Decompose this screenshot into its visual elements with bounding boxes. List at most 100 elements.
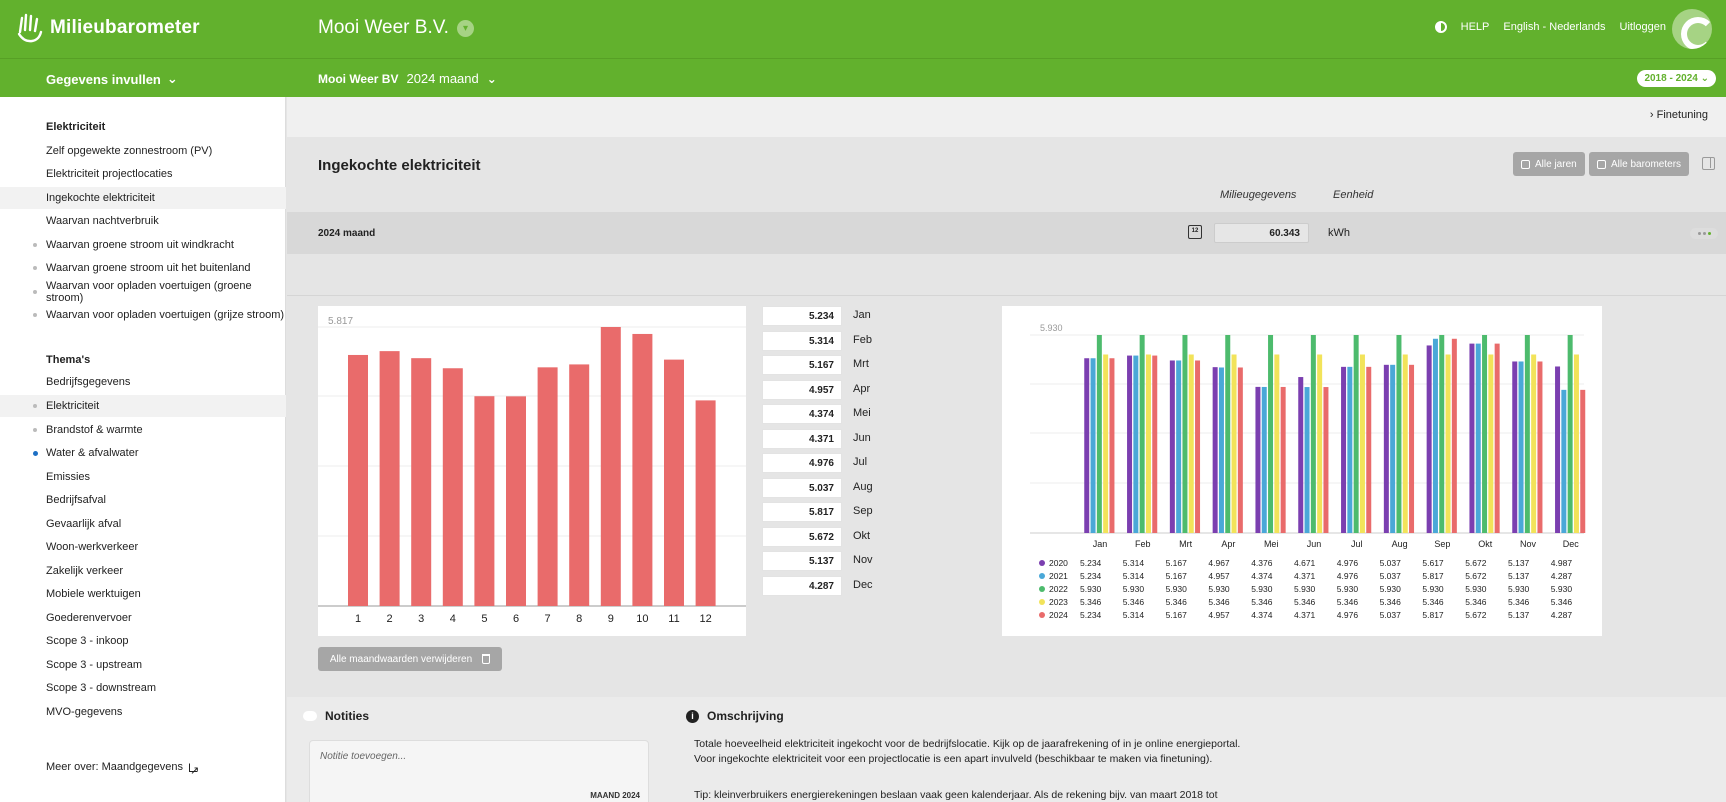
- bar[interactable]: [1169, 360, 1175, 533]
- sidebar-item-elektriciteit[interactable]: Elektriciteit: [0, 395, 286, 417]
- bar[interactable]: [1396, 335, 1402, 533]
- period-selector[interactable]: Mooi Weer BV 2024 maand ⌄: [318, 71, 497, 86]
- logout-link[interactable]: Uitloggen: [1619, 21, 1666, 33]
- all-years-button[interactable]: Alle jaren: [1513, 152, 1585, 176]
- month-value-field[interactable]: 4.371: [762, 428, 842, 449]
- bar[interactable]: [1323, 387, 1329, 533]
- bar[interactable]: [1310, 335, 1316, 533]
- bar[interactable]: [1195, 360, 1201, 533]
- checkbox[interactable]: [1521, 159, 1530, 169]
- bar[interactable]: [1231, 354, 1237, 533]
- sidebar-item-bedrijfsafval[interactable]: Bedrijfsafval: [0, 489, 286, 511]
- bar[interactable]: [1567, 335, 1573, 533]
- bar[interactable]: [632, 333, 653, 606]
- bar[interactable]: [348, 354, 368, 606]
- bar[interactable]: [1518, 361, 1524, 533]
- sidebar-item-scope3-downstream[interactable]: Scope 3 - downstream: [0, 677, 286, 699]
- language-switch[interactable]: English - Nederlands: [1503, 21, 1606, 33]
- sidebar-item-opladen-groen[interactable]: Waarvan voor opladen voertuigen (groene …: [0, 280, 286, 304]
- delete-month-values-button[interactable]: Alle maandwaarden verwijderen: [318, 647, 502, 671]
- bar[interactable]: [1304, 387, 1310, 533]
- month-value-field[interactable]: 5.314: [762, 330, 842, 351]
- bar[interactable]: [1280, 386, 1286, 533]
- bar[interactable]: [506, 396, 526, 606]
- sidebar-item-scope3-upstream[interactable]: Scope 3 - upstream: [0, 654, 286, 676]
- bar[interactable]: [1261, 386, 1267, 533]
- sidebar-item-gevaarlijk-afval[interactable]: Gevaarlijk afval: [0, 513, 286, 535]
- sidebar-item-brandstof[interactable]: Brandstof & warmte: [0, 419, 286, 441]
- meer-over-link[interactable]: Meer over: Maandgegevens ↗: [46, 761, 199, 777]
- bar[interactable]: [1090, 358, 1096, 533]
- avatar[interactable]: [1672, 9, 1712, 49]
- bar[interactable]: [1096, 335, 1102, 533]
- bar[interactable]: [1225, 335, 1231, 533]
- bar[interactable]: [1353, 335, 1359, 533]
- bar[interactable]: [695, 400, 716, 606]
- bar[interactable]: [1555, 366, 1561, 533]
- sidebar-item-emissies[interactable]: Emissies: [0, 466, 286, 488]
- bar[interactable]: [1512, 361, 1518, 533]
- sidebar-item-goederenvervoer[interactable]: Goederenvervoer: [0, 607, 286, 629]
- bar[interactable]: [474, 396, 495, 606]
- bar[interactable]: [1212, 367, 1218, 533]
- bar[interactable]: [1298, 377, 1304, 533]
- total-value-field[interactable]: 60.343: [1214, 223, 1309, 243]
- sidebar-item-ingekochte-elektriciteit[interactable]: Ingekochte elektriciteit: [0, 187, 286, 209]
- bar[interactable]: [1524, 335, 1530, 533]
- bar[interactable]: [411, 358, 432, 606]
- month-value-field[interactable]: 4.976: [762, 453, 842, 473]
- bar[interactable]: [600, 327, 621, 606]
- finetuning-link[interactable]: › Finetuning: [1649, 109, 1708, 121]
- bar[interactable]: [1152, 355, 1158, 533]
- app-logo[interactable]: Milieubarometer: [16, 12, 200, 44]
- bar[interactable]: [1482, 335, 1488, 533]
- bar[interactable]: [1347, 366, 1353, 533]
- bar[interactable]: [664, 359, 684, 606]
- year-range-selector[interactable]: 2018 - 2024 ⌄: [1637, 70, 1716, 87]
- bar[interactable]: [1237, 367, 1243, 533]
- bar[interactable]: [1109, 358, 1115, 533]
- bar[interactable]: [1274, 354, 1280, 533]
- sidebar-item-scope3-inkoop[interactable]: Scope 3 - inkoop: [0, 630, 286, 652]
- bar[interactable]: [1176, 360, 1182, 533]
- sidebar-item-woon-werkverkeer[interactable]: Woon-werkverkeer: [0, 536, 286, 558]
- bar[interactable]: [537, 367, 558, 606]
- bar[interactable]: [1580, 389, 1586, 533]
- sidebar-item-pv[interactable]: Zelf opgewekte zonnestroom (PV): [0, 140, 286, 162]
- all-barometers-button[interactable]: Alle barometers: [1589, 152, 1690, 176]
- bar[interactable]: [1439, 335, 1445, 533]
- month-value-field[interactable]: 5.167: [762, 355, 842, 375]
- month-value-field[interactable]: 4.287: [762, 575, 842, 596]
- bar[interactable]: [1383, 364, 1389, 533]
- bar[interactable]: [379, 351, 400, 606]
- sidebar-item-windkracht[interactable]: Waarvan groene stroom uit windkracht: [0, 234, 286, 256]
- bar[interactable]: [1133, 355, 1139, 533]
- bar[interactable]: [1432, 338, 1438, 533]
- bar[interactable]: [1084, 358, 1090, 533]
- bar[interactable]: [1268, 335, 1274, 533]
- month-value-field[interactable]: 5.137: [762, 551, 842, 571]
- sidebar-item-projectlocaties[interactable]: Elektriciteit projectlocaties: [0, 163, 286, 185]
- month-value-field[interactable]: 5.037: [762, 477, 842, 498]
- bar[interactable]: [1426, 345, 1432, 533]
- sidebar-item-buitenland[interactable]: Waarvan groene stroom uit het buitenland: [0, 257, 286, 279]
- status-toggle[interactable]: [1690, 228, 1718, 239]
- month-value-field[interactable]: 4.374: [762, 404, 842, 424]
- bar[interactable]: [1317, 354, 1323, 533]
- bar[interactable]: [1451, 338, 1457, 533]
- sidebar-item-bedrijfsgegevens[interactable]: Bedrijfsgegevens: [0, 371, 286, 393]
- month-value-field[interactable]: 5.672: [762, 526, 842, 547]
- bar[interactable]: [569, 364, 590, 606]
- month-value-field[interactable]: 5.234: [762, 306, 842, 326]
- bar[interactable]: [1561, 389, 1567, 533]
- bar[interactable]: [1127, 355, 1133, 533]
- bar[interactable]: [1488, 354, 1494, 533]
- bar[interactable]: [1188, 354, 1194, 533]
- sidebar-item-mobiele-werktuigen[interactable]: Mobiele werktuigen: [0, 583, 286, 605]
- sidebar-item-opladen-grijs[interactable]: Waarvan voor opladen voertuigen (grijze …: [0, 304, 286, 326]
- calendar-icon[interactable]: 12: [1188, 225, 1202, 239]
- bar[interactable]: [1218, 367, 1224, 533]
- bar[interactable]: [1409, 364, 1415, 533]
- bar[interactable]: [1494, 343, 1500, 533]
- panel-toggle-icon[interactable]: [1702, 157, 1715, 170]
